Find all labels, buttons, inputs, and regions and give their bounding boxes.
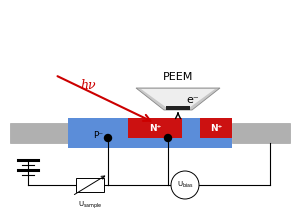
Text: U$_{\mathregular{bias}}$: U$_{\mathregular{bias}}$ (176, 180, 194, 190)
Text: e⁻: e⁻ (186, 95, 199, 105)
Bar (232, 123, 290, 143)
Bar (128, 118, 182, 138)
Text: N⁺: N⁺ (149, 124, 161, 133)
Text: N⁺: N⁺ (210, 124, 222, 133)
Bar (68, 118, 232, 148)
Circle shape (104, 135, 112, 141)
Circle shape (164, 135, 172, 141)
Polygon shape (136, 88, 220, 110)
Bar (166, 106, 190, 110)
Circle shape (171, 171, 199, 199)
Bar (76, 178, 104, 192)
Bar (10, 123, 68, 143)
Text: PEEM: PEEM (163, 72, 193, 82)
Text: hν: hν (80, 78, 96, 92)
Text: U$_{\mathregular{sample}}$: U$_{\mathregular{sample}}$ (78, 199, 102, 211)
Bar (200, 118, 232, 138)
Text: P⁻: P⁻ (93, 131, 103, 140)
Polygon shape (141, 89, 215, 108)
